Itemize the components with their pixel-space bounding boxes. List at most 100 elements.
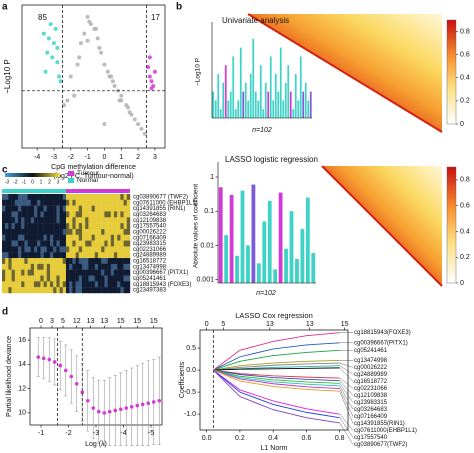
heatmap-cell — [56, 275, 60, 282]
heatmap-cell — [5, 199, 9, 206]
heatmap-cell — [14, 199, 19, 206]
heatmap-cell — [34, 234, 38, 241]
point — [152, 69, 157, 74]
heatmap-cell — [24, 281, 28, 288]
heatmap-cell — [120, 275, 124, 282]
series-label: cg07166409 — [354, 414, 388, 420]
heatmap-cell — [5, 223, 9, 230]
point — [146, 401, 151, 405]
heatmap-cell — [30, 258, 35, 265]
heatmap-cell — [66, 281, 70, 288]
heatmap-cell — [56, 246, 60, 253]
bar — [229, 91, 232, 118]
heatmap-cell — [66, 199, 70, 206]
x-tick-label: 3 — [50, 318, 54, 325]
heatmap-cell — [30, 217, 35, 224]
heatmap-cell — [75, 223, 79, 230]
row-label: cg13474998 — [133, 264, 167, 270]
heatmap-cell — [8, 199, 12, 206]
heatmap-cell — [18, 287, 22, 294]
heatmap-cell — [56, 269, 60, 276]
point — [149, 86, 154, 91]
heatmap-cell — [59, 246, 63, 253]
heatmap-cell — [30, 287, 35, 294]
heatmap-cell — [43, 211, 47, 218]
heatmap-cell — [114, 275, 118, 282]
heatmap-cell — [120, 252, 124, 259]
panel-label: d — [2, 307, 8, 318]
heatmap-cell — [40, 205, 44, 212]
heatmap-cell — [94, 217, 99, 224]
x-tick-label: 5 — [221, 321, 225, 328]
heatmap-cell — [82, 287, 86, 294]
heatmap-cell — [21, 263, 25, 270]
heatmap-cell — [56, 205, 60, 212]
heatmap-cell — [69, 258, 73, 265]
heatmap-cell — [98, 252, 102, 259]
bar — [246, 245, 250, 283]
heatmap-cell — [78, 275, 83, 282]
heatmap-cell — [40, 228, 44, 235]
bar — [234, 109, 237, 118]
heatmap-cell — [117, 240, 121, 247]
heatmap-cell — [82, 234, 86, 241]
heatmap-cell — [66, 240, 70, 247]
bar — [219, 109, 222, 118]
heatmap-cell — [72, 269, 76, 276]
heatmap-cell — [75, 205, 79, 212]
heatmap-cell — [98, 217, 102, 224]
heatmap-cell — [110, 252, 115, 259]
heatmap-cell — [62, 269, 67, 276]
heatmap-cell — [30, 246, 35, 253]
heatmap-cell — [88, 194, 92, 201]
series-label: cg07611000(EHBP1L1) — [354, 428, 417, 434]
heatmap-cell — [98, 223, 102, 230]
heatmap-cell — [85, 199, 89, 206]
heatmap-cell — [85, 228, 89, 235]
heatmap-cell — [123, 252, 127, 259]
y-tick-label: 16 — [18, 337, 26, 344]
point — [57, 74, 62, 79]
heatmap-cell — [2, 211, 6, 218]
heatmap-cell — [5, 234, 9, 241]
heatmap-cell — [120, 223, 124, 230]
heatmap-cell — [37, 211, 41, 218]
series-label: cg05241461 — [354, 348, 388, 354]
y-tick-label: 0.5 — [186, 345, 196, 352]
heatmap-cell — [88, 211, 92, 218]
point — [50, 55, 55, 60]
point — [63, 368, 68, 373]
y-tick-label: 0.1 — [204, 208, 214, 215]
heatmap-cell — [72, 217, 76, 224]
heatmap-cell — [34, 258, 38, 265]
heatmap-cell — [34, 194, 38, 201]
bar — [292, 109, 295, 118]
heatmap-cell — [11, 275, 15, 282]
heatmap-cell — [66, 228, 70, 235]
heatmap-cell — [24, 246, 28, 253]
heatmap-cell — [2, 228, 6, 235]
heatmap-cell — [34, 223, 38, 230]
colorbar — [446, 166, 457, 284]
heatmap-cell — [101, 234, 105, 241]
point — [80, 390, 85, 395]
heatmap-cell — [8, 269, 12, 276]
point — [87, 19, 92, 24]
heatmap-cell — [2, 246, 6, 253]
x-axis-label: L1 Norm — [261, 445, 288, 452]
series-label: cg13474998 — [354, 358, 388, 364]
heatmap-cell — [5, 263, 9, 270]
heatmap-cell — [53, 194, 57, 201]
heatmap-cell — [120, 199, 124, 206]
heatmap-cell — [78, 246, 83, 253]
bar — [272, 100, 275, 118]
heatmap-cell — [104, 252, 108, 259]
heatmap-cell — [27, 281, 31, 288]
heatmap-cell — [117, 269, 121, 276]
heatmap-cell — [120, 269, 124, 276]
scale-tick-label: -2 — [13, 179, 18, 185]
heatmap-cell — [27, 269, 31, 276]
heatmap-cell — [91, 205, 95, 212]
bar — [304, 82, 307, 118]
heatmap-cell — [2, 252, 6, 259]
